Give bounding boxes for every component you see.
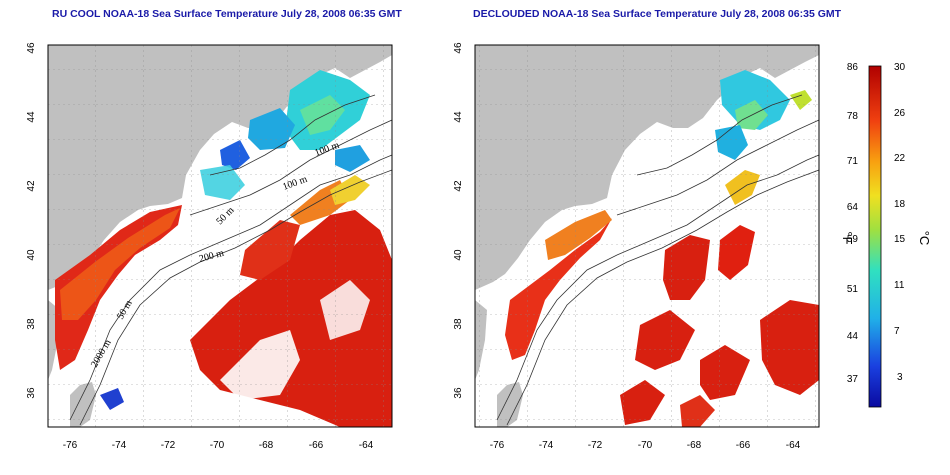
y-tick-label: 42 — [453, 180, 464, 192]
x-tick-label: -68 — [259, 440, 274, 451]
y-tick-label: 40 — [26, 249, 37, 261]
celsius-tick: 7 — [894, 326, 900, 337]
x-tick-label: -74 — [112, 440, 127, 451]
x-tick-label: -72 — [588, 440, 603, 451]
y-tick-label: 46 — [453, 42, 464, 54]
y-tick-label: 46 — [26, 42, 37, 54]
y-tick-label: 42 — [26, 180, 37, 192]
fahrenheit-tick: 59 — [847, 234, 859, 245]
fahrenheit-tick: 51 — [847, 284, 859, 295]
x-tick-label: -76 — [490, 440, 505, 451]
fahrenheit-tick: 86 — [847, 62, 859, 73]
celsius-tick: 15 — [894, 234, 906, 245]
y-tick-label: 44 — [453, 111, 464, 123]
x-tick-label: -66 — [309, 440, 324, 451]
left-x-ticks: -76 -74 -72 -70 -68 -66 -64 — [63, 440, 374, 451]
fahrenheit-tick: 37 — [847, 374, 859, 385]
right-map-title: DECLOUDED NOAA-18 Sea Surface Temperatur… — [473, 8, 842, 20]
x-tick-label: -64 — [359, 440, 374, 451]
celsius-tick: 3 — [897, 372, 903, 383]
right-map — [474, 44, 820, 428]
fahrenheit-tick: 64 — [847, 202, 859, 213]
y-tick-label: 44 — [26, 111, 37, 123]
fahrenheit-tick: 71 — [847, 156, 859, 167]
fahrenheit-tick: 44 — [847, 331, 859, 342]
celsius-tick: 22 — [894, 153, 906, 164]
x-tick-label: -68 — [687, 440, 702, 451]
fahrenheit-tick: 78 — [847, 111, 859, 122]
celsius-tick: 30 — [894, 62, 906, 73]
left-map-title: RU COOL NOAA-18 Sea Surface Temperature … — [52, 8, 402, 20]
left-map — [47, 44, 393, 428]
x-tick-label: -66 — [736, 440, 751, 451]
x-tick-label: -70 — [638, 440, 653, 451]
y-tick-label: 36 — [26, 387, 37, 399]
right-x-ticks: -76 -74 -72 -70 -68 -66 -64 — [490, 440, 801, 451]
celsius-tick: 18 — [894, 199, 906, 210]
colorbar: 86 78 71 64 59 51 44 37 30 26 22 18 15 1… — [840, 62, 932, 408]
y-tick-label: 36 — [453, 387, 464, 399]
fahrenheit-unit-label: °F — [840, 231, 855, 244]
colorbar-gradient — [868, 65, 882, 408]
celsius-tick: 26 — [894, 108, 906, 119]
x-tick-label: -76 — [63, 440, 78, 451]
celsius-tick: 11 — [894, 280, 905, 291]
x-tick-label: -72 — [161, 440, 176, 451]
right-y-ticks: 46 44 42 40 38 36 — [453, 42, 464, 399]
celsius-unit-label: °C — [917, 231, 932, 246]
y-tick-label: 38 — [26, 318, 37, 330]
x-tick-label: -74 — [539, 440, 554, 451]
y-tick-label: 40 — [453, 249, 464, 261]
x-tick-label: -64 — [786, 440, 801, 451]
left-y-ticks: 46 44 42 40 38 36 — [26, 42, 37, 399]
y-tick-label: 38 — [453, 318, 464, 330]
x-tick-label: -70 — [210, 440, 225, 451]
